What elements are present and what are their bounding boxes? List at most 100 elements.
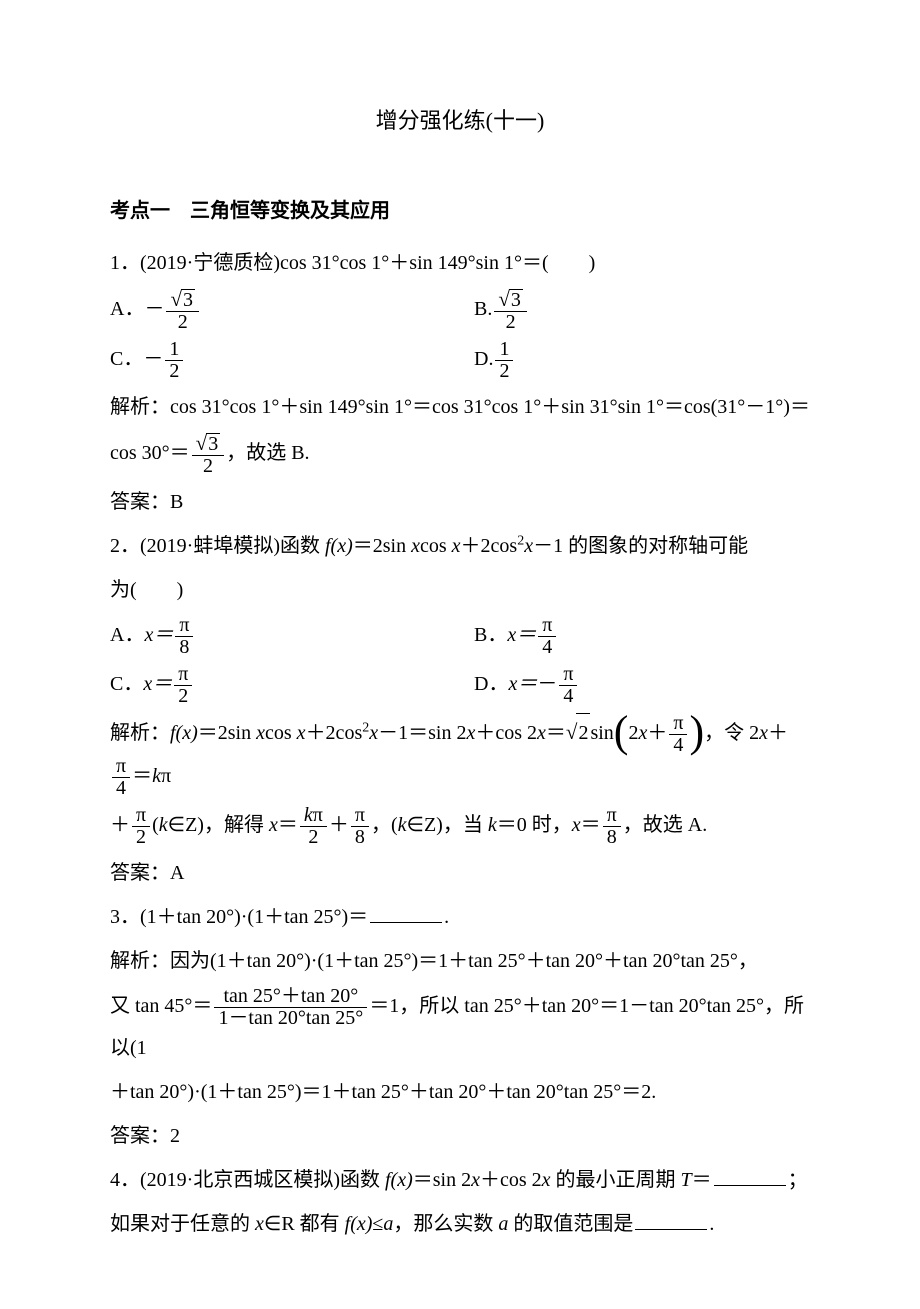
fraction: π2 xyxy=(174,664,192,707)
fraction: 12 xyxy=(165,339,183,382)
text: . xyxy=(444,906,449,928)
text: 的取值范围是 xyxy=(508,1213,633,1235)
q1-stem: 1．(2019·宁德质检)cos 31°cos 1°＋sin 149°sin 1… xyxy=(110,244,810,282)
fraction: 12 xyxy=(495,339,513,382)
text: sin xyxy=(590,722,613,744)
q1-answer: 答案：B xyxy=(110,483,810,521)
q2-solution-line2: ＋π2(k∈Z)，解得 x＝kπ2＋π8，(k∈Z)，当 k＝0 时，x＝π8，… xyxy=(110,805,810,848)
var-T: T xyxy=(681,1169,692,1191)
denominator: 2 xyxy=(495,361,513,382)
var-k: k xyxy=(159,814,168,836)
fraction: tan 25°＋tan 20°1－tan 20°tan 25° xyxy=(214,986,367,1029)
denominator: 2 xyxy=(300,827,327,848)
var-x: x xyxy=(255,1213,264,1235)
fx: f(x) xyxy=(325,535,353,557)
q2-optB: B．x＝π4 xyxy=(474,615,810,658)
text: ＝sin 2 xyxy=(413,1169,471,1191)
var-k: k xyxy=(152,765,161,787)
numerator: π xyxy=(538,615,556,637)
q1-options-row1: A．－32 B.32 xyxy=(110,288,810,333)
var-x: x xyxy=(638,722,647,744)
text: ＋ xyxy=(768,722,788,744)
pi: π xyxy=(161,765,171,787)
q1-solution-line2: cos 30°＝32，故选 B. xyxy=(110,432,810,477)
opt-label: D． xyxy=(474,673,508,695)
text: ＝0 时， xyxy=(497,814,572,836)
numerator: π xyxy=(175,615,193,637)
q2-options-row1: A．x＝π8 B．x＝π4 xyxy=(110,615,810,658)
var-x: x xyxy=(269,814,278,836)
fraction: π8 xyxy=(351,805,369,848)
q2-options-row2: C．x＝π2 D．x＝－π4 xyxy=(110,664,810,707)
opt-label: B． xyxy=(474,624,507,646)
numerator: 1 xyxy=(495,339,513,361)
denominator: 8 xyxy=(351,827,369,848)
text: ＋2cos xyxy=(461,535,518,557)
q1-optB: B.32 xyxy=(474,288,810,333)
fx: f(x) xyxy=(385,1169,413,1191)
var-x: x xyxy=(471,1169,480,1191)
q2-solution-line1: 解析：f(x)＝2sin xcos x＋2cos2x－1＝sin 2x＋cos … xyxy=(110,713,810,799)
denominator: 2 xyxy=(165,361,183,382)
q1-optD: D.12 xyxy=(474,339,810,382)
var-x: x xyxy=(369,722,378,744)
sqrt: 3 xyxy=(170,288,195,311)
var-k: k xyxy=(304,804,313,826)
page-title: 增分强化练(十一) xyxy=(110,100,810,142)
fx: f(x) xyxy=(345,1213,373,1235)
fraction: 32 xyxy=(494,288,527,333)
var-x: x xyxy=(297,722,306,744)
text: cos xyxy=(265,722,297,744)
fraction: π4 xyxy=(669,713,687,756)
q4-stem-line1: 4．(2019·北京西城区模拟)函数 f(x)＝sin 2x＋cos 2x 的最… xyxy=(110,1161,810,1199)
section-heading: 考点一 三角恒等变换及其应用 xyxy=(110,192,810,230)
text: ＝ xyxy=(132,765,152,787)
blank xyxy=(635,1212,707,1230)
text: ∈Z)，当 xyxy=(407,814,488,836)
text: ＝2sin xyxy=(353,535,411,557)
text: ，令 2 xyxy=(704,722,759,744)
denominator: 4 xyxy=(538,637,556,658)
pi: π xyxy=(313,804,323,826)
denominator: 1－tan 20°tan 25° xyxy=(214,1008,367,1029)
x-eq: x＝ xyxy=(143,673,172,695)
radicand: 3 xyxy=(509,289,523,311)
denominator: 2 xyxy=(192,456,225,477)
numerator: π xyxy=(559,664,577,686)
x-eq: x＝ xyxy=(508,673,537,695)
text: ∈Z)，解得 xyxy=(168,814,269,836)
text: －1＝sin 2 xyxy=(378,722,466,744)
text: ＝ xyxy=(546,722,566,744)
var-k: k xyxy=(398,814,407,836)
q3-solution-line2: 又 tan 45°＝tan 25°＋tan 20°1－tan 20°tan 25… xyxy=(110,986,810,1067)
denominator: 2 xyxy=(132,827,150,848)
text: 如果对于任意的 xyxy=(110,1213,255,1235)
sqrt: 2 xyxy=(566,713,591,753)
fraction: π8 xyxy=(603,805,621,848)
q1-optA: A．－32 xyxy=(110,288,474,333)
text: . xyxy=(709,1213,714,1235)
denominator: 4 xyxy=(112,778,130,799)
sqrt: 3 xyxy=(498,288,523,311)
text: ，那么实数 xyxy=(393,1213,498,1235)
q1-optC: C．－12 xyxy=(110,339,474,382)
text: ∈R 都有 xyxy=(264,1213,345,1235)
q3-answer: 答案：2 xyxy=(110,1117,810,1155)
text: ＋ xyxy=(110,814,130,836)
text: ≤ xyxy=(372,1213,383,1235)
text: ＋2cos xyxy=(306,722,363,744)
q2-optC: C．x＝π2 xyxy=(110,664,474,707)
var-x: x xyxy=(256,722,265,744)
x-eq: x＝ xyxy=(144,624,173,646)
neg-sign: － xyxy=(537,673,557,695)
sqrt: 3 xyxy=(196,432,221,455)
text: 又 tan 45°＝ xyxy=(110,995,212,1017)
denominator: 2 xyxy=(494,312,527,333)
denominator: 2 xyxy=(166,312,199,333)
text: ( xyxy=(152,814,159,836)
text: ； xyxy=(788,1169,808,1191)
neg-sign: － xyxy=(144,298,164,320)
fraction: π2 xyxy=(132,805,150,848)
denominator: 2 xyxy=(174,686,192,707)
var-k: k xyxy=(488,814,497,836)
